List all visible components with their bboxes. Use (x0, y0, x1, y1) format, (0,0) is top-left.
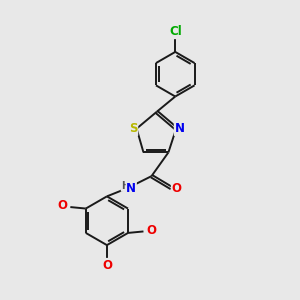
Text: N: N (175, 122, 185, 135)
Text: H: H (121, 181, 129, 191)
Text: O: O (57, 200, 67, 212)
Text: S: S (129, 122, 137, 135)
Text: Cl: Cl (169, 25, 182, 38)
Text: O: O (172, 182, 182, 194)
Text: N: N (126, 182, 136, 194)
Text: O: O (102, 259, 112, 272)
Text: O: O (147, 224, 157, 237)
